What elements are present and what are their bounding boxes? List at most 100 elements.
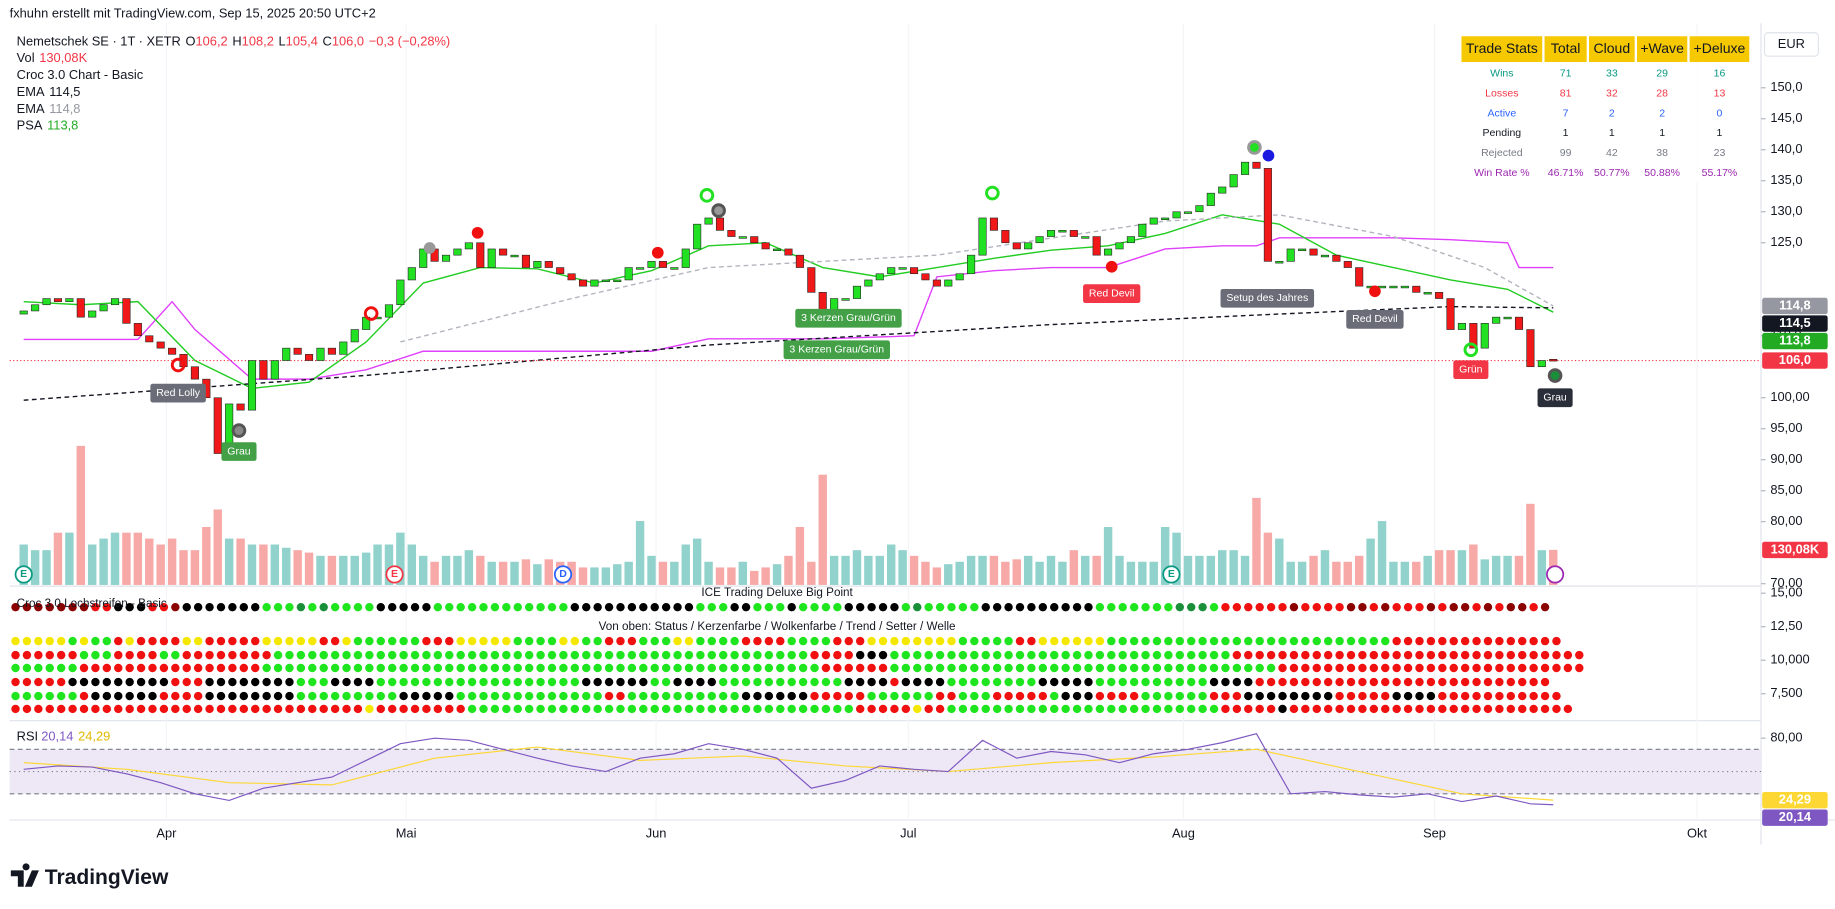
status-dot [559,663,568,673]
status-dot [433,636,443,646]
status-dot [182,636,191,646]
status-dot [467,663,477,673]
status-dot [239,704,249,714]
status-dot [696,636,705,646]
status-dot [1209,663,1219,673]
status-dot [399,691,408,701]
currency[interactable]: EUR [1778,36,1805,51]
status-dot [330,691,340,701]
status-dot [787,677,796,687]
y-tick-label: 145,0 [1770,110,1802,125]
status-dot [1449,650,1458,660]
status-dot [148,636,157,646]
status-dot [1483,636,1493,646]
status-dot [479,704,488,714]
status-dot [833,650,842,660]
status-dot [867,636,876,646]
status-dot [547,636,557,646]
status-dot [1232,691,1242,701]
status-dot [445,602,454,612]
volume-bar [1434,550,1444,585]
status-dot [582,704,591,714]
annotation-box [795,308,902,328]
status-dot [1152,636,1162,646]
annotation-text: Setup des Jahres [1226,292,1308,304]
candle [1275,261,1284,264]
status-dot [890,677,899,687]
status-dot [582,650,591,660]
volume-bar [1503,555,1512,585]
status-dot [159,602,169,612]
status-dot [273,602,283,612]
y-tick-label: 125,0 [1770,234,1802,249]
candle [145,335,154,343]
status-dot [616,663,625,673]
status-dot [1061,663,1070,673]
status-dot [1244,663,1253,673]
status-dot [216,602,226,612]
status-dot [741,650,751,660]
status-dot [171,636,180,646]
candle [407,267,416,281]
status-dot [1050,704,1059,714]
table-cell: Active [1488,107,1517,119]
candle [944,279,953,287]
volume-bar [1491,555,1501,585]
status-dot [992,650,1002,660]
status-dot [1392,704,1401,714]
signal-marker [231,423,247,438]
status-dot [570,602,580,612]
candle [636,267,645,270]
status-dot [661,663,671,673]
status-dot [148,677,157,687]
status-dot [1301,636,1310,646]
table-cell: Losses [1485,87,1518,99]
status-dot [1335,602,1344,612]
candle [110,298,120,306]
candle [1001,230,1010,244]
status-dot [1255,691,1264,701]
status-dot [193,691,203,701]
status-dot [1392,663,1401,673]
status-dot [445,691,454,701]
status-dot [251,677,260,687]
signal-marker [423,242,436,254]
candle [681,248,690,268]
volume-bar [76,445,85,585]
status-dot [1381,691,1390,701]
status-dot [1323,602,1333,612]
status-dot [1289,650,1299,660]
status-dot [308,677,317,687]
volume-bar [784,555,793,585]
status-dot [216,650,226,660]
status-dot [730,691,739,701]
status-dot [114,677,123,687]
status-dot [1118,704,1127,714]
volume-bar [1412,561,1421,585]
candle [1069,230,1078,237]
status-dot [981,691,990,701]
volume-bar [1480,559,1489,585]
annotation-box [783,340,890,360]
currency-box[interactable] [1763,32,1819,57]
status-dot [1449,636,1458,646]
volume-bar [1332,561,1341,585]
status-dot [1540,650,1550,660]
candle [578,279,588,287]
status-dot [330,677,340,687]
status-dot [148,602,157,612]
status-dot [1438,704,1447,714]
status-dot [308,650,317,660]
status-dot [935,636,945,646]
candle [156,341,165,349]
status-dot [445,650,454,660]
status-dot [981,704,990,714]
status-dot [1255,677,1264,687]
status-dot [776,663,785,673]
candle [259,360,268,380]
status-dot [1038,650,1048,660]
candle [590,279,599,287]
status-dot [319,636,328,646]
status-dot [410,704,420,714]
status-dot [1483,602,1493,612]
